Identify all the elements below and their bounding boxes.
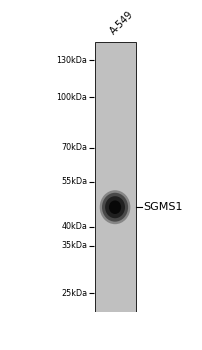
- Ellipse shape: [99, 190, 130, 224]
- Text: A-549: A-549: [107, 9, 135, 37]
- Text: 25kDa: 25kDa: [61, 289, 87, 298]
- Bar: [94, 42, 135, 312]
- Ellipse shape: [108, 201, 121, 214]
- Ellipse shape: [102, 193, 127, 222]
- Text: SGMS1: SGMS1: [143, 202, 182, 212]
- Text: 35kDa: 35kDa: [61, 241, 87, 250]
- Text: 55kDa: 55kDa: [61, 177, 87, 187]
- Text: 70kDa: 70kDa: [61, 144, 87, 152]
- Ellipse shape: [105, 196, 124, 218]
- Text: 100kDa: 100kDa: [56, 93, 87, 102]
- Text: 40kDa: 40kDa: [61, 223, 87, 231]
- Text: 130kDa: 130kDa: [56, 56, 87, 65]
